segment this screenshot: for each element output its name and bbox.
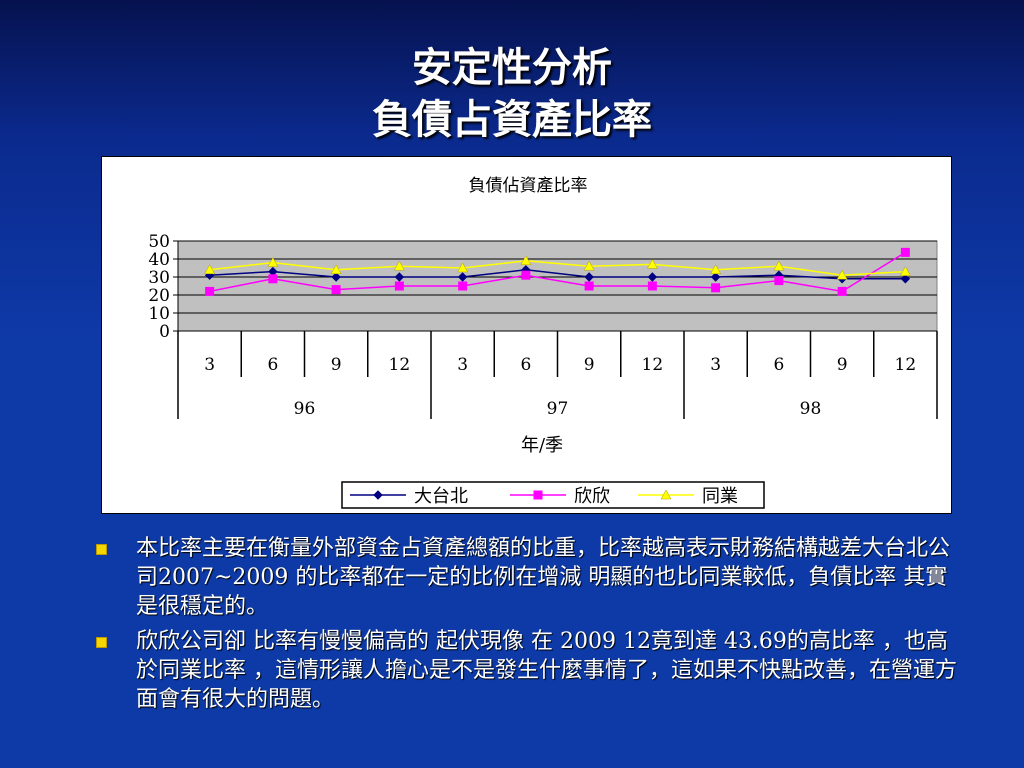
x-tick-label: 9 xyxy=(331,355,342,375)
data-point xyxy=(393,260,405,271)
data-point xyxy=(394,281,404,291)
data-point xyxy=(204,264,216,275)
legend-marker xyxy=(533,490,543,500)
data-point xyxy=(900,247,910,257)
data-point xyxy=(899,266,911,276)
y-tick-label: 20 xyxy=(148,286,170,306)
x-axis-label: 年/季 xyxy=(521,435,563,456)
series-line xyxy=(209,260,906,276)
x-tick-label: 9 xyxy=(837,355,848,375)
y-tick-label: 30 xyxy=(148,268,170,288)
legend-label: 同業 xyxy=(702,486,738,507)
chart-container: 負債佔資產比率 0 10 20 30 40 50 3 6 9 12 3 6 9 12 3 6 9 12 96 97 98 年… xyxy=(101,156,952,514)
data-point xyxy=(331,285,341,295)
y-tick-label: 50 xyxy=(148,232,170,252)
x-tick-label: 6 xyxy=(773,355,784,375)
data-point xyxy=(647,281,657,291)
data-point xyxy=(330,264,342,275)
legend-marker xyxy=(660,489,672,500)
y-tick-label: 0 xyxy=(159,322,170,342)
bullet-item: 本比率主要在衡量外部資金占資產總額的比重，比率越高表示財務結構越差大台北公司20… xyxy=(96,534,976,621)
slide-title: 安定性分析 xyxy=(412,44,612,91)
data-point xyxy=(584,272,594,282)
chart-title: 負債佔資產比率 xyxy=(469,176,588,196)
data-point xyxy=(900,274,911,284)
series-line xyxy=(209,251,906,293)
data-point xyxy=(520,255,532,266)
x-tick-label: 3 xyxy=(204,355,215,375)
x-group-label: 97 xyxy=(547,399,569,419)
data-point xyxy=(457,262,469,273)
x-tick-label: 6 xyxy=(520,355,531,375)
plot-area xyxy=(177,240,938,332)
data-point xyxy=(457,272,468,282)
data-point xyxy=(710,272,721,282)
bullet-text: 本比率主要在衡量外部資金占資產總額的比重，比率越高表示財務結構越差大台北公司20… xyxy=(136,536,951,619)
y-tick-label: 10 xyxy=(148,304,170,324)
data-point xyxy=(773,260,785,271)
data-point xyxy=(268,274,278,284)
series-line xyxy=(209,269,906,280)
legend-label: 大台北 xyxy=(414,486,468,507)
data-point xyxy=(458,281,468,291)
x-group-label: 96 xyxy=(294,399,316,419)
y-tick-label: 40 xyxy=(148,250,170,270)
bullet-text: 欣欣公司卻 比率有慢慢偏高的 起伏現像 在 2009 12竟到達 43.69的高… xyxy=(136,629,957,712)
data-point xyxy=(521,270,531,280)
data-point xyxy=(584,281,594,291)
bullet-square-icon xyxy=(96,544,107,555)
data-point xyxy=(646,258,658,269)
x-tick-label: 12 xyxy=(895,355,917,375)
data-point xyxy=(836,269,848,280)
legend-marker xyxy=(373,490,383,500)
data-point xyxy=(711,283,721,293)
bullet-list: 本比率主要在衡量外部資金占資產總額的比重，比率越高表示財務結構越差大台北公司20… xyxy=(96,534,976,720)
data-point xyxy=(583,260,595,271)
x-tick-label: 9 xyxy=(584,355,595,375)
data-point xyxy=(774,276,784,286)
x-tick-label: 3 xyxy=(710,355,721,375)
data-point xyxy=(394,272,405,282)
data-point xyxy=(647,272,658,282)
data-point xyxy=(837,286,847,296)
slide-subtitle: 負債占資產比率 xyxy=(372,96,652,143)
x-group-label: 98 xyxy=(800,399,822,419)
x-tick-label: 12 xyxy=(642,355,664,375)
data-point xyxy=(331,272,341,282)
data-point xyxy=(267,257,279,267)
bullet-item: 欣欣公司卻 比率有慢慢偏高的 起伏現像 在 2009 12竟到達 43.69的高… xyxy=(96,627,976,714)
x-tick-label: 12 xyxy=(389,355,411,375)
x-tick-label: 6 xyxy=(267,355,278,375)
x-tick-label: 3 xyxy=(457,355,468,375)
data-point xyxy=(710,264,722,275)
bullet-square-icon xyxy=(96,637,107,648)
data-point xyxy=(205,286,215,296)
legend-label: 欣欣 xyxy=(574,486,610,507)
